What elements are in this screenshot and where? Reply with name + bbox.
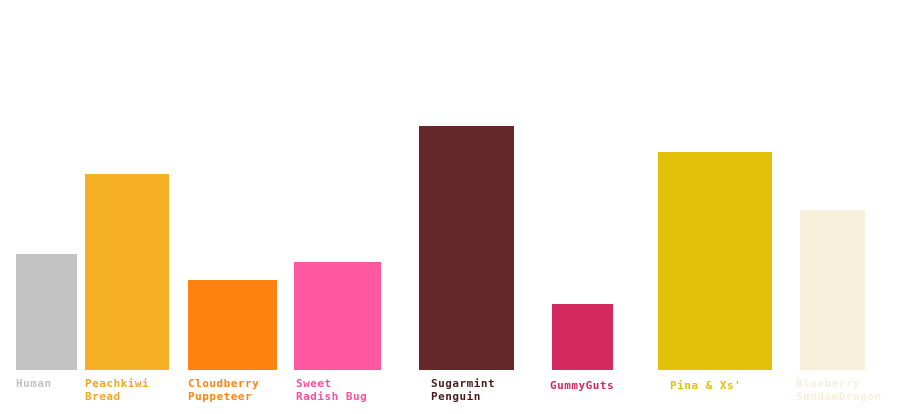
bar-4 bbox=[419, 126, 514, 370]
bar-3 bbox=[294, 262, 381, 370]
category-label-2: Cloudberry Puppeteer bbox=[188, 377, 260, 403]
bar-0 bbox=[16, 254, 77, 370]
bar-2 bbox=[188, 280, 277, 370]
category-label-5: GummyGuts bbox=[550, 379, 615, 392]
category-label-1: Peachkiwi Bread bbox=[85, 377, 150, 403]
bar-1 bbox=[85, 174, 169, 370]
category-label-4: Sugarmint Penguin bbox=[431, 377, 496, 403]
bar-6 bbox=[658, 152, 772, 370]
category-label-6: Pina & Xs' bbox=[670, 379, 742, 392]
category-label-7: Blueberry SundaeDragon bbox=[796, 377, 882, 403]
bar-7 bbox=[800, 210, 865, 370]
bar-5 bbox=[552, 304, 613, 370]
category-label-3: Sweet Radish Bug bbox=[296, 377, 368, 403]
category-label-0: Human bbox=[16, 377, 52, 390]
